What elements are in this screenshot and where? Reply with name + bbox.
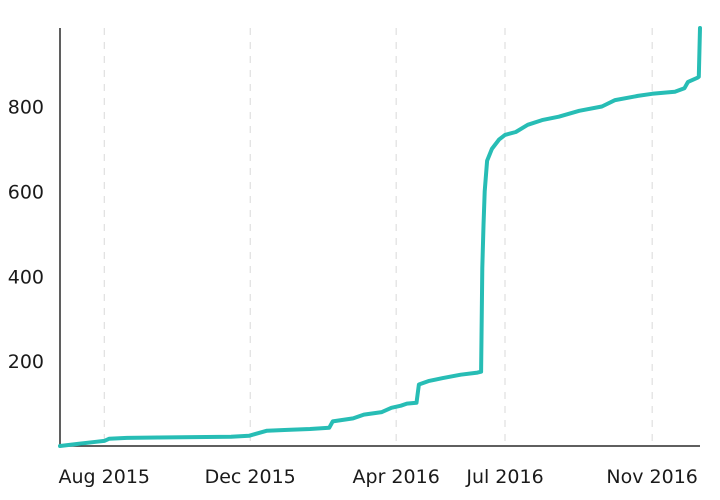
y-tick-label: 400 bbox=[8, 266, 44, 288]
y-tick-label: 200 bbox=[8, 351, 44, 373]
x-tick-label: Dec 2015 bbox=[205, 466, 296, 488]
x-tick-label: Apr 2016 bbox=[353, 466, 440, 488]
series-line-0 bbox=[60, 28, 700, 446]
x-tick-label: Aug 2015 bbox=[59, 466, 151, 488]
y-tick-labels: 200 400 600 800 bbox=[8, 97, 44, 374]
x-tick-label: Jul 2016 bbox=[465, 466, 543, 488]
series-group bbox=[60, 28, 700, 446]
x-tick-label: Nov 2016 bbox=[606, 466, 697, 488]
grid-lines bbox=[104, 28, 652, 446]
x-tick-labels: Aug 2015 Dec 2015 Apr 2016 Jul 2016 Nov 2016 bbox=[59, 466, 698, 488]
y-tick-label: 600 bbox=[8, 181, 44, 203]
y-tick-label: 800 bbox=[8, 97, 44, 119]
